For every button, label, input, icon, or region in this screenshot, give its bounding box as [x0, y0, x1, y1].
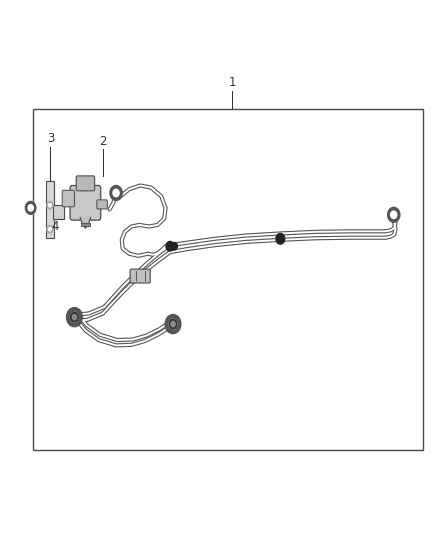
Circle shape — [71, 312, 78, 322]
Circle shape — [49, 204, 51, 207]
Circle shape — [49, 228, 51, 231]
Circle shape — [169, 319, 177, 329]
Circle shape — [67, 308, 82, 327]
Circle shape — [113, 189, 119, 197]
Circle shape — [47, 225, 53, 233]
FancyBboxPatch shape — [76, 176, 95, 191]
Circle shape — [391, 211, 397, 219]
Bar — [33, 109, 423, 450]
Circle shape — [171, 243, 177, 250]
Text: 3: 3 — [47, 132, 54, 145]
Circle shape — [47, 201, 53, 209]
Circle shape — [169, 319, 177, 329]
Circle shape — [28, 205, 33, 211]
Circle shape — [388, 207, 400, 222]
Circle shape — [171, 321, 175, 327]
Text: 1: 1 — [228, 76, 236, 89]
Circle shape — [276, 233, 285, 244]
Circle shape — [110, 185, 122, 200]
Bar — [81, 223, 90, 226]
FancyBboxPatch shape — [53, 205, 64, 219]
FancyBboxPatch shape — [97, 200, 107, 209]
Circle shape — [165, 314, 181, 334]
FancyBboxPatch shape — [46, 181, 54, 238]
Text: 4: 4 — [52, 220, 59, 233]
FancyBboxPatch shape — [62, 190, 74, 207]
Polygon shape — [80, 217, 91, 228]
FancyBboxPatch shape — [70, 185, 101, 220]
Circle shape — [72, 314, 77, 320]
Circle shape — [166, 241, 174, 251]
Circle shape — [71, 312, 78, 322]
Circle shape — [25, 201, 36, 214]
Text: 2: 2 — [99, 135, 107, 148]
FancyBboxPatch shape — [130, 269, 150, 283]
